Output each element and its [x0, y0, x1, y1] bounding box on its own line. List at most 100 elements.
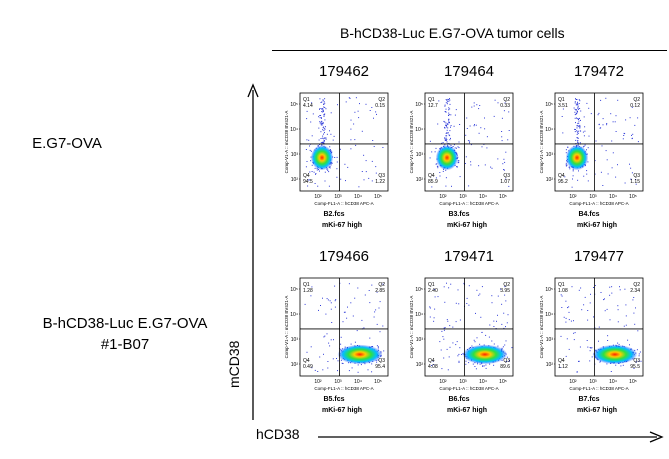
event-dot — [320, 122, 322, 124]
event-dot — [372, 140, 374, 141]
event-dot — [447, 127, 449, 129]
event-dot — [355, 97, 357, 99]
event-dot — [586, 340, 588, 341]
event-dot — [594, 285, 596, 286]
quadrant-name-q3: Q3 — [378, 358, 385, 364]
event-dot — [443, 329, 445, 331]
event-dot — [587, 161, 589, 163]
event-dot — [577, 179, 579, 181]
event-dot — [436, 163, 438, 165]
event-dot — [477, 363, 478, 365]
event-dot — [606, 123, 608, 124]
event-dot — [440, 349, 442, 351]
event-dot — [635, 183, 637, 185]
event-dot — [459, 176, 461, 178]
event-dot — [589, 360, 591, 362]
event-dot — [371, 371, 373, 373]
event-dot — [439, 341, 441, 343]
x-tick-label: 10² — [569, 194, 577, 200]
event-dot — [497, 295, 499, 297]
event-dot — [619, 289, 621, 291]
event-dot — [586, 173, 588, 175]
plot-frame — [299, 92, 389, 192]
event-dot — [377, 346, 379, 348]
event-dot — [368, 177, 370, 179]
event-dot — [478, 132, 480, 134]
event-dot — [443, 120, 445, 122]
y-axis-title: Comp-V1-A :: mCD38 BV421-A — [539, 111, 544, 174]
event-dot — [589, 302, 591, 304]
event-dot — [445, 108, 447, 110]
event-dot — [624, 288, 626, 290]
event-dot — [445, 169, 447, 171]
event-dot — [448, 121, 449, 123]
event-dot — [376, 361, 378, 363]
event-dot — [465, 156, 467, 158]
event-dot — [363, 154, 365, 156]
event-dot — [328, 342, 330, 344]
event-dot — [625, 315, 627, 317]
event-dot — [501, 303, 503, 305]
event-dot — [612, 152, 614, 154]
y-tick-label: 10³ — [416, 152, 424, 158]
event-dot — [448, 107, 450, 109]
event-dot — [574, 117, 576, 119]
event-dot — [614, 121, 616, 123]
event-dot — [566, 338, 568, 340]
event-dot — [605, 150, 607, 152]
event-dot — [583, 135, 585, 137]
event-dot — [620, 365, 622, 367]
event-dot — [481, 146, 483, 148]
event-dot — [486, 136, 488, 138]
event-dot — [438, 100, 440, 102]
event-dot — [631, 172, 633, 174]
event-dot — [567, 307, 568, 309]
event-dot — [581, 309, 583, 311]
y-axis-title: Comp-V1-A :: mCD38 BV421-A — [409, 111, 414, 174]
event-dot — [340, 359, 342, 361]
event-dot — [582, 146, 584, 148]
event-dot — [572, 170, 574, 172]
quadrant-value-q4: 1.12 — [558, 364, 568, 370]
event-dot — [456, 166, 457, 168]
event-dot — [577, 125, 579, 127]
event-dot — [309, 145, 310, 147]
event-dot — [310, 121, 312, 123]
event-dot — [443, 286, 445, 288]
event-dot — [457, 146, 459, 148]
event-dot — [333, 135, 335, 137]
event-dot — [437, 123, 439, 125]
event-dot — [599, 127, 601, 129]
event-dot — [506, 322, 508, 324]
y-tick-label: 10³ — [546, 337, 554, 343]
event-dot — [356, 330, 358, 332]
event-dot — [320, 138, 322, 139]
event-dot — [504, 161, 506, 163]
event-dot — [508, 185, 510, 187]
event-dot — [446, 282, 447, 284]
event-dot — [565, 300, 567, 302]
event-dot — [439, 175, 441, 177]
event-dot — [327, 299, 329, 301]
event-dot — [311, 102, 313, 104]
y-tick-label: 10⁴ — [415, 312, 423, 318]
event-dot — [577, 137, 578, 139]
event-dot — [577, 144, 579, 146]
event-dot — [383, 350, 385, 352]
event-dot — [429, 140, 431, 142]
event-dot — [606, 124, 608, 126]
event-dot — [429, 307, 431, 309]
event-dot — [346, 317, 348, 319]
event-dot — [375, 172, 377, 174]
event-dot — [617, 99, 619, 101]
event-dot — [479, 105, 481, 106]
event-dot — [497, 158, 499, 160]
file-name: B5.fcs — [323, 396, 344, 403]
event-dot — [447, 132, 449, 133]
event-dot — [638, 360, 640, 362]
event-dot — [574, 114, 576, 116]
event-dot — [625, 304, 627, 306]
event-dot — [353, 123, 355, 125]
event-dot — [484, 117, 485, 119]
